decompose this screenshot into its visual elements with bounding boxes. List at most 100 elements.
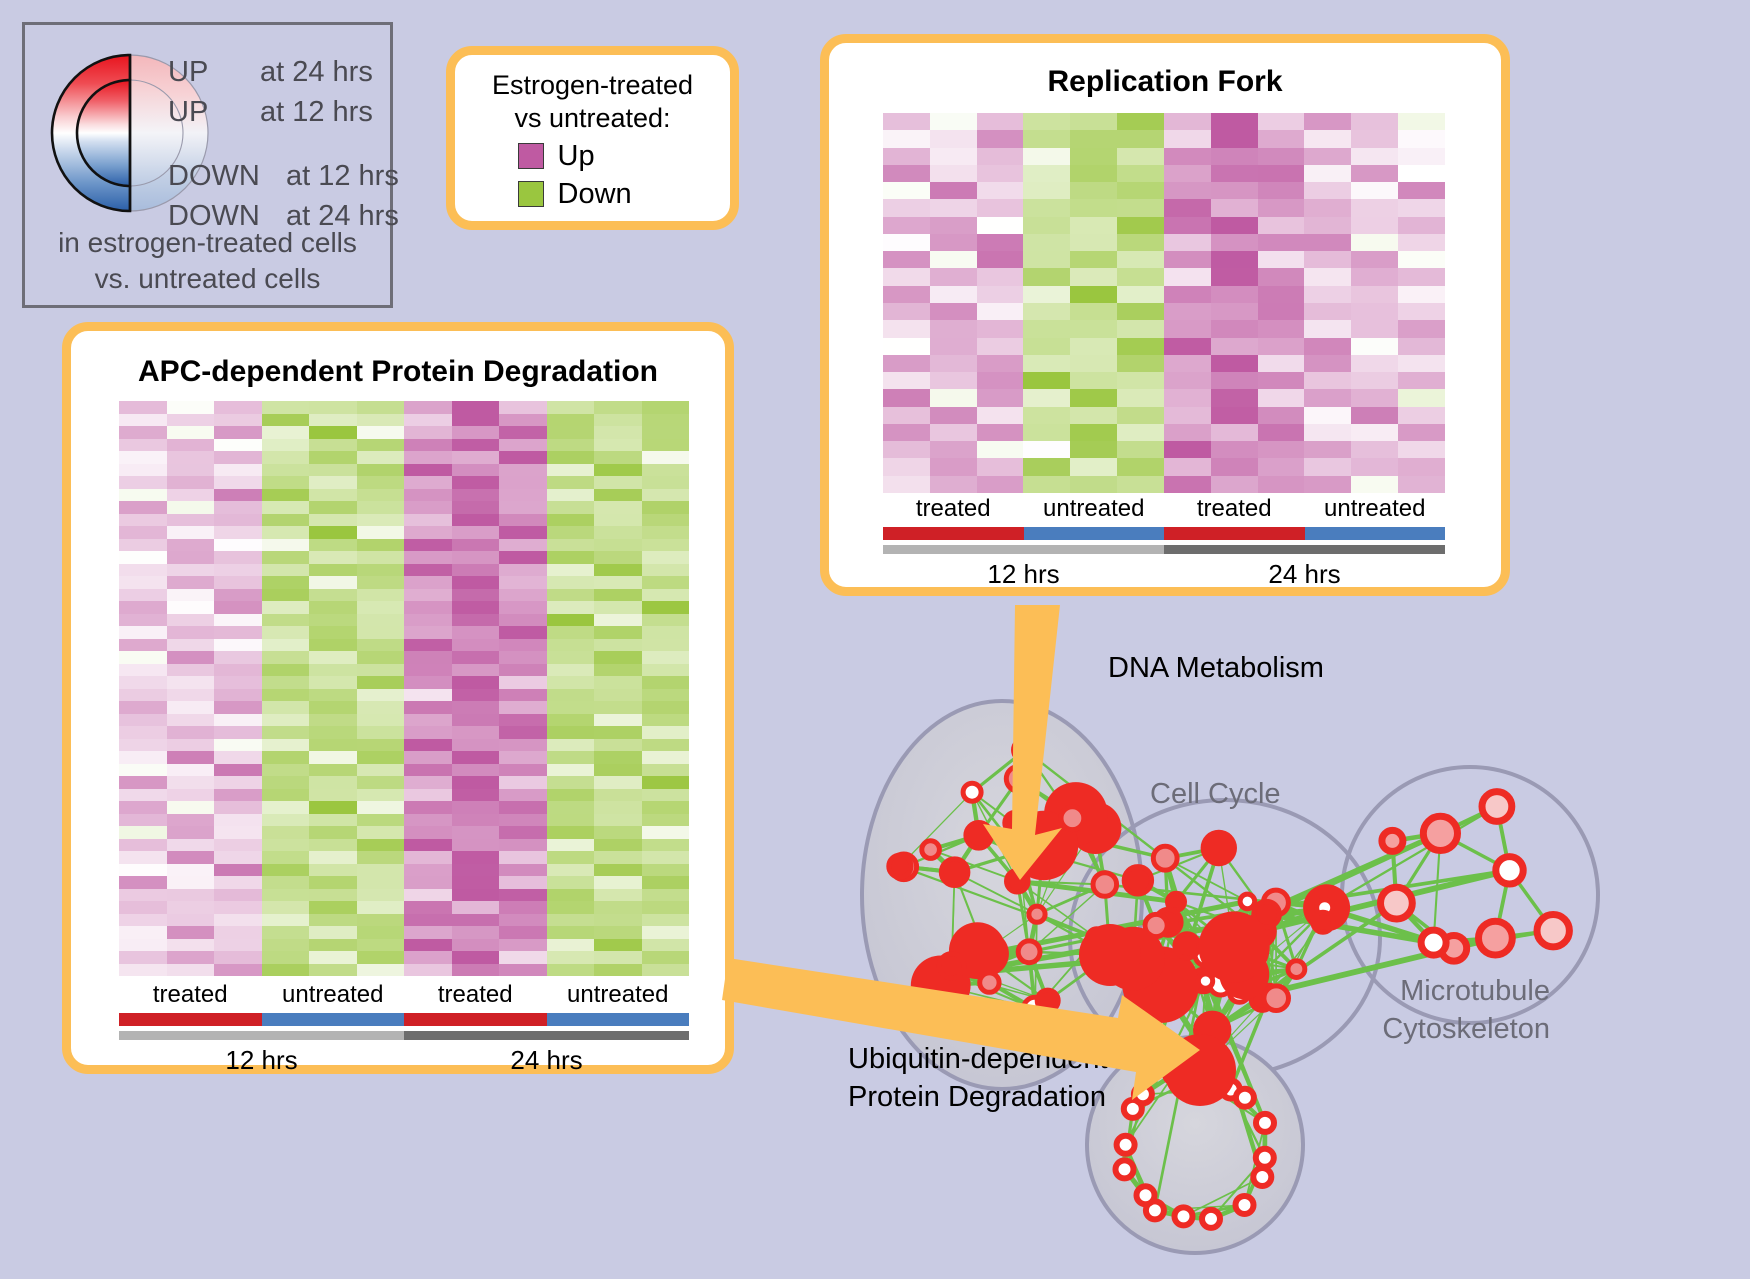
heatmap-cell xyxy=(594,738,642,751)
heatmap-cell xyxy=(546,713,594,726)
heatmap-cell xyxy=(309,563,357,576)
heatmap-cell xyxy=(499,826,547,839)
heatmap-cell xyxy=(594,413,642,426)
heatmap-cell xyxy=(1351,251,1399,269)
heatmap-cell xyxy=(883,251,930,269)
heatmap-cell xyxy=(883,182,930,200)
heatmap-cell xyxy=(1210,182,1258,200)
heatmap-cell xyxy=(451,588,499,601)
heatmap-cell xyxy=(309,851,357,864)
heatmap-cell xyxy=(214,751,262,764)
heatmap-cell xyxy=(356,676,404,689)
heatmap-cell xyxy=(546,601,594,614)
heatmap-cell xyxy=(1210,303,1258,321)
heatmap-cell xyxy=(546,863,594,876)
heatmap-cell xyxy=(214,588,262,601)
heatmap-cell xyxy=(1351,113,1399,131)
heatmap-cell xyxy=(1117,251,1164,269)
heatmap-cell xyxy=(214,526,262,539)
heatmap-cell xyxy=(166,813,214,826)
heatmap-cell xyxy=(119,763,167,776)
rf-group-name: untreated xyxy=(1324,495,1426,522)
heatmap-cell xyxy=(166,938,214,951)
heatmap-cell xyxy=(356,851,404,864)
heatmap-cell xyxy=(641,888,689,901)
heatmap-cell xyxy=(976,406,1024,424)
heatmap-cell xyxy=(451,538,499,551)
network-node xyxy=(1133,1183,1158,1208)
heatmap-cell xyxy=(1210,285,1258,303)
heatmap-cell xyxy=(356,963,404,976)
heatmap-cell xyxy=(261,638,309,651)
heatmap-cell xyxy=(1070,320,1118,338)
heatmap-cell xyxy=(976,216,1024,234)
heatmap-cell xyxy=(641,676,689,689)
heatmap-cell xyxy=(499,426,547,439)
heatmap-cell xyxy=(1257,458,1305,476)
heatmap-cell xyxy=(309,826,357,839)
heatmap-cell xyxy=(1257,423,1305,442)
heatmap-cell xyxy=(1257,354,1305,373)
heatmap-cell xyxy=(499,588,547,601)
heatmap-cell xyxy=(1398,130,1445,148)
heatmap-cell xyxy=(1210,164,1258,183)
heatmap-cell xyxy=(404,801,452,814)
heatmap-cell xyxy=(641,626,689,639)
heatmap-cell xyxy=(641,901,689,914)
heatmap-cell xyxy=(1070,113,1118,131)
heatmap-cell xyxy=(1351,423,1399,442)
heatmap-cell xyxy=(929,216,977,234)
heatmap-cell xyxy=(594,813,642,826)
heatmap-cell xyxy=(499,876,547,889)
heatmap-cell xyxy=(309,663,357,676)
network-node xyxy=(1285,958,1308,981)
heatmap-cell xyxy=(1257,147,1305,165)
heatmap-cell xyxy=(641,638,689,651)
heatmap-cell xyxy=(309,426,357,439)
heatmap-cell xyxy=(309,488,357,501)
apc-group-name: treated xyxy=(437,981,513,1008)
heatmap-cell xyxy=(1304,320,1352,338)
heatmap-cell xyxy=(119,626,167,639)
heatmap-cell xyxy=(1398,251,1445,269)
network-node xyxy=(1232,1193,1257,1217)
heatmap-cell xyxy=(546,801,594,814)
heatmap-cell xyxy=(929,475,977,493)
heatmap-cell xyxy=(1257,285,1305,303)
heatmap-cell xyxy=(1163,320,1211,338)
heatmap-cell xyxy=(546,476,594,489)
heatmap-cell xyxy=(166,526,214,539)
heatmap-cell xyxy=(546,888,594,901)
scale-row-up-12: UP at 12 hrs xyxy=(168,96,373,129)
heatmap-cell xyxy=(451,476,499,489)
heatmap-cell xyxy=(1117,441,1164,459)
heatmap-cell xyxy=(883,389,930,407)
heatmap-cell xyxy=(1257,320,1305,338)
heatmap-cell xyxy=(166,563,214,576)
heatmap-cell xyxy=(594,638,642,651)
heatmap-cell xyxy=(594,463,642,476)
heatmap-cell xyxy=(261,751,309,764)
heatmap-cell xyxy=(261,476,309,489)
heatmap-cell xyxy=(309,801,357,814)
heatmap-cell xyxy=(309,476,357,489)
heatmap-cell xyxy=(261,951,309,964)
heatmap-cell xyxy=(356,713,404,726)
heatmap-cell xyxy=(594,688,642,701)
heatmap-cell xyxy=(499,963,547,976)
apc-timebar-24 xyxy=(404,1031,689,1040)
heatmap-cell xyxy=(1210,147,1258,165)
heatmap-cell xyxy=(499,526,547,539)
heatmap-cell xyxy=(119,963,167,976)
heatmap-cell xyxy=(641,613,689,626)
apc-group-name: untreated xyxy=(282,981,384,1008)
heatmap-cell xyxy=(1023,251,1071,269)
heatmap-cell xyxy=(166,663,214,676)
heatmap-cell xyxy=(1304,268,1352,286)
heatmap-cell xyxy=(641,776,689,789)
heatmap-cell xyxy=(261,863,309,876)
heatmap-cell xyxy=(1257,251,1305,269)
heatmap-cell xyxy=(1398,216,1445,234)
heatmap-cell xyxy=(1398,475,1445,493)
heatmap-cell xyxy=(309,413,357,426)
